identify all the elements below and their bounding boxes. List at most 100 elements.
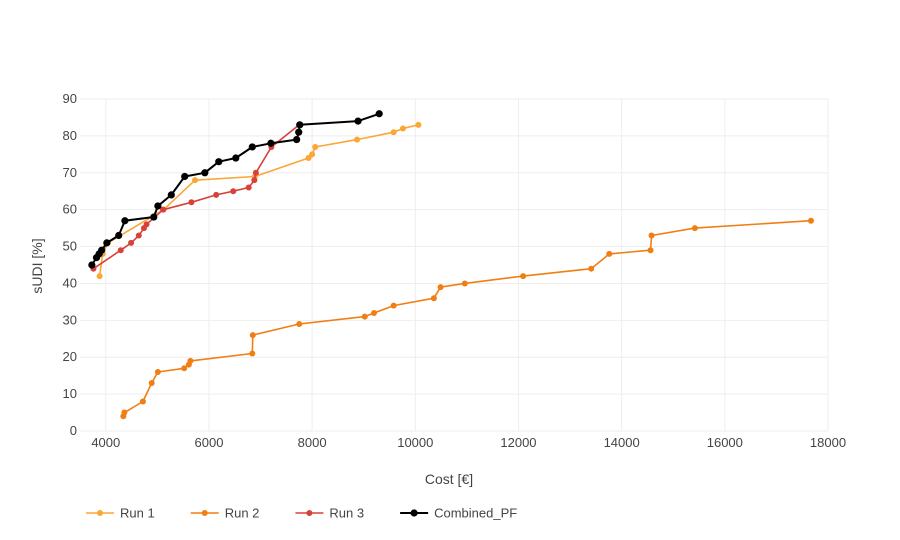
data-point[interactable] xyxy=(230,188,237,195)
legend-label: Run 1 xyxy=(120,506,155,521)
data-point[interactable] xyxy=(437,284,444,291)
data-point[interactable] xyxy=(188,199,195,206)
data-point[interactable] xyxy=(192,177,199,184)
data-point[interactable] xyxy=(139,398,146,405)
data-point[interactable] xyxy=(588,265,595,272)
data-point[interactable] xyxy=(296,121,304,129)
data-point[interactable] xyxy=(115,231,123,240)
data-point[interactable] xyxy=(181,172,189,181)
data-point[interactable] xyxy=(143,221,150,228)
data-point[interactable] xyxy=(160,206,167,213)
data-point[interactable] xyxy=(148,380,155,387)
data-point[interactable] xyxy=(88,261,96,269)
legend-item[interactable]: Run 2 xyxy=(190,506,260,521)
y-tick-label: 30 xyxy=(63,312,77,327)
data-point[interactable] xyxy=(375,110,383,118)
x-axis-title: Cost [€] xyxy=(425,471,473,487)
data-point[interactable] xyxy=(167,191,175,199)
data-point[interactable] xyxy=(121,409,128,416)
data-point[interactable] xyxy=(121,217,129,225)
legend-label: Run 2 xyxy=(225,506,260,521)
legend-marker xyxy=(410,509,418,517)
data-point[interactable] xyxy=(245,184,252,191)
y-tick-label: 80 xyxy=(63,128,77,143)
data-point[interactable] xyxy=(154,202,162,210)
data-point[interactable] xyxy=(213,191,220,198)
x-tick-label: 14000 xyxy=(604,435,640,450)
y-tick-label: 90 xyxy=(63,91,77,106)
data-point[interactable] xyxy=(267,139,275,147)
data-point[interactable] xyxy=(461,280,468,287)
x-tick-label: 4000 xyxy=(91,435,120,450)
data-point[interactable] xyxy=(430,295,437,302)
y-tick-label: 50 xyxy=(63,239,77,254)
data-point[interactable] xyxy=(691,225,698,232)
data-point[interactable] xyxy=(647,247,654,254)
data-point[interactable] xyxy=(361,313,368,320)
data-point[interactable] xyxy=(135,232,142,239)
data-point[interactable] xyxy=(154,368,161,375)
y-tick-label: 0 xyxy=(70,423,77,438)
series-line xyxy=(92,124,300,270)
data-point[interactable] xyxy=(249,332,256,339)
data-point[interactable] xyxy=(150,213,158,221)
x-tick-label: 6000 xyxy=(195,435,224,450)
legend-label: Run 3 xyxy=(329,506,364,521)
data-point[interactable] xyxy=(305,155,312,162)
data-point[interactable] xyxy=(103,239,111,247)
data-point[interactable] xyxy=(371,309,378,316)
x-tick-label: 18000 xyxy=(810,435,846,450)
grid-lines xyxy=(80,98,829,432)
x-axis-ticks: 4000 6000 8000 10000 12000 14000 16000 18000 xyxy=(91,435,846,450)
y-tick-label: 60 xyxy=(63,202,77,217)
data-point[interactable] xyxy=(187,357,194,364)
y-axis-title: sUDI [%] xyxy=(29,238,45,293)
legend[interactable]: Run 1 Run 2 Run 3 Combined_PF xyxy=(86,506,517,521)
data-point[interactable] xyxy=(309,151,316,158)
data-point[interactable] xyxy=(251,177,258,184)
data-point[interactable] xyxy=(390,302,397,309)
legend-item[interactable]: Combined_PF xyxy=(400,506,517,521)
data-point[interactable] xyxy=(354,117,362,125)
data-point[interactable] xyxy=(295,128,303,136)
data-point[interactable] xyxy=(354,136,361,143)
data-point[interactable] xyxy=(520,273,527,280)
series-line xyxy=(98,124,419,277)
data-point[interactable] xyxy=(296,321,303,328)
data-point[interactable] xyxy=(252,169,259,176)
data-point[interactable] xyxy=(390,129,397,136)
legend-item[interactable]: Run 3 xyxy=(295,506,364,521)
data-point[interactable] xyxy=(98,246,106,254)
data-point[interactable] xyxy=(249,350,256,357)
series-line xyxy=(122,219,812,417)
y-tick-label: 20 xyxy=(63,349,77,364)
x-tick-label: 16000 xyxy=(707,435,743,450)
data-point[interactable] xyxy=(648,232,655,239)
data-point[interactable] xyxy=(215,158,223,166)
plot-area xyxy=(88,110,814,420)
legend-item[interactable]: Run 1 xyxy=(86,506,155,521)
data-point[interactable] xyxy=(117,247,124,254)
y-tick-label: 10 xyxy=(63,386,77,401)
y-axis-ticks: 0 10 20 30 40 50 60 70 80 90 xyxy=(63,91,77,438)
data-point[interactable] xyxy=(201,169,209,177)
legend-label: Combined_PF xyxy=(434,506,517,521)
data-point[interactable] xyxy=(415,121,422,128)
data-point[interactable] xyxy=(232,154,240,162)
y-tick-label: 40 xyxy=(63,275,77,290)
x-tick-label: 8000 xyxy=(298,435,327,450)
data-point[interactable] xyxy=(606,250,613,257)
data-point[interactable] xyxy=(312,143,319,150)
data-point[interactable] xyxy=(181,365,188,372)
data-point[interactable] xyxy=(96,273,103,280)
series-run-2 xyxy=(120,217,814,420)
series-combined-pf xyxy=(88,110,383,269)
data-point[interactable] xyxy=(399,125,406,132)
data-point[interactable] xyxy=(248,143,256,151)
data-point[interactable] xyxy=(128,239,135,246)
legend-marker xyxy=(201,510,208,516)
y-tick-label: 70 xyxy=(63,165,77,180)
data-point[interactable] xyxy=(293,135,301,144)
data-point[interactable] xyxy=(807,217,814,224)
